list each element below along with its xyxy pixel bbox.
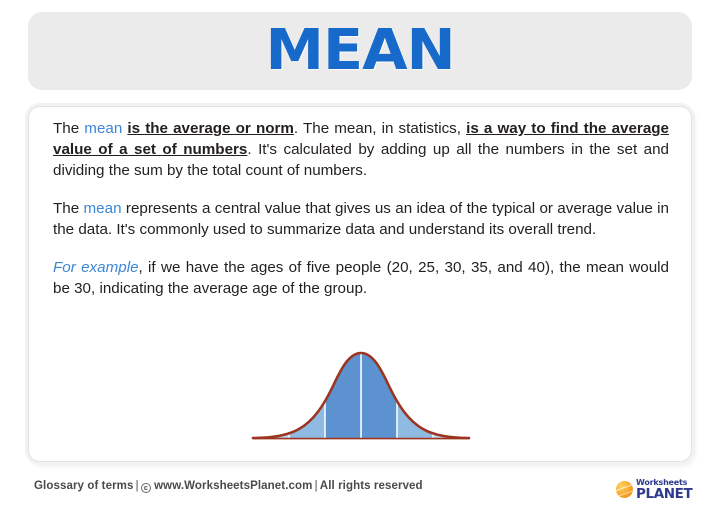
p1-seg4: . It's calculated by adding up all the n… xyxy=(53,140,670,179)
p1-emphasis-2: is a way to find the average value of a … xyxy=(53,120,669,158)
definition-card: The mean is the average or norm. The mea… xyxy=(28,106,692,462)
bell-curve-svg xyxy=(251,351,471,440)
curve-outline xyxy=(251,351,471,440)
globe-icon xyxy=(616,481,633,498)
band-mid-left xyxy=(289,353,325,439)
sd-line-minus2 xyxy=(288,353,290,439)
paragraph-2: The mean represents a central value that… xyxy=(53,199,669,241)
p1-seg3: . The mean, in statistics, xyxy=(293,120,467,137)
band-mid-right xyxy=(397,353,433,439)
p3-for-example: For example xyxy=(53,258,139,276)
logo-wordmark: Worksheets PLANET xyxy=(636,478,694,501)
logo-top-line: Worksheets xyxy=(636,478,688,487)
p3-seg1: , if we have the ages of five people (20… xyxy=(53,258,669,297)
sd-line-minus1 xyxy=(324,353,326,439)
mean-line xyxy=(360,353,362,439)
p1-keyword-mean: mean xyxy=(84,120,123,137)
footer-glossary-label: Glossary of terms xyxy=(34,480,134,492)
band-outer-left xyxy=(253,353,289,439)
logo-bottom-line: PLANET xyxy=(636,486,693,502)
page-title: MEAN xyxy=(265,18,455,83)
title-banner: MEAN xyxy=(28,12,692,90)
footer-rights-label: All rights reserved xyxy=(319,480,423,492)
p2-seg2: represents a central value that gives us… xyxy=(53,199,670,238)
sd-line-plus1 xyxy=(396,353,398,439)
copyright-icon: c xyxy=(140,483,151,493)
footer-separator-2: | xyxy=(314,480,318,492)
footer-separator-1: | xyxy=(135,480,139,492)
p2-seg1: The xyxy=(53,199,84,217)
p1-seg1: The xyxy=(53,120,85,137)
paragraph-1: The mean is the average or norm. The mea… xyxy=(53,119,669,182)
sd-line-plus2 xyxy=(432,353,434,439)
band-outer-right xyxy=(433,353,469,439)
footer-bar: Glossary of terms | c www.WorksheetsPlanet… xyxy=(0,474,720,509)
footer-credit: Glossary of terms | c www.WorksheetsPlanet… xyxy=(34,480,423,493)
worksheets-planet-logo[interactable]: Worksheets PLANET xyxy=(616,477,694,503)
definition-text: The mean is the average or norm. The mea… xyxy=(53,119,669,300)
p2-keyword-mean: mean xyxy=(83,199,122,217)
paragraph-3: For example, if we have the ages of five… xyxy=(53,258,669,300)
p1-emphasis-1: is the average or norm xyxy=(127,120,294,137)
footer-site-url: www.WorksheetsPlanet.com xyxy=(154,480,313,492)
bell-curve-chart xyxy=(251,333,471,451)
